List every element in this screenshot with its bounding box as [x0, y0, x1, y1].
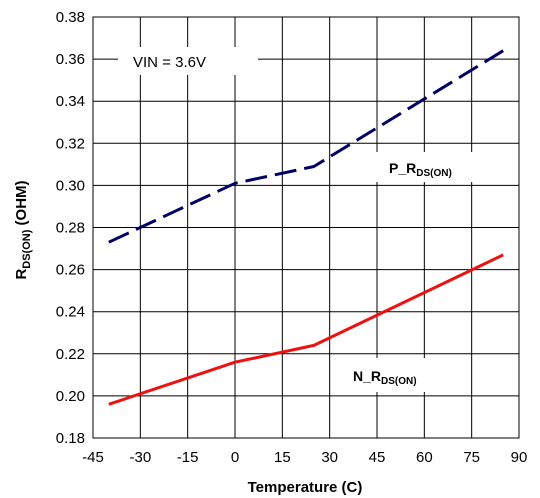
y-tick-label: 0.28: [56, 220, 85, 237]
vin-annotation-text: VIN = 3.6V: [133, 54, 206, 71]
x-tick-label: 90: [511, 449, 528, 466]
y-tick-label: 0.18: [56, 430, 85, 447]
x-tick-label: 60: [416, 449, 433, 466]
x-tick-label: -45: [82, 449, 104, 466]
x-tick-label: -15: [177, 449, 199, 466]
x-tick-label: -30: [129, 449, 151, 466]
y-tick-label: 0.26: [56, 262, 85, 279]
n-series-label-sub: DS(ON): [381, 376, 417, 387]
plot-frame: [92, 16, 520, 439]
p-series-label-main: P_R: [389, 160, 416, 176]
y-tick-label: 0.32: [56, 135, 85, 152]
p-rdson-series-line: [108, 49, 504, 244]
x-tick-label: 15: [274, 449, 291, 466]
x-tick-labels: -45 -30 -15 0 15 30 45 60 75 90: [82, 449, 527, 466]
n-series-label: N_RDS(ON): [353, 368, 417, 387]
x-tick-label: 75: [463, 449, 480, 466]
y-tick-label: 0.34: [56, 93, 85, 110]
y-tick-label: 0.22: [56, 346, 85, 363]
n-rdson-series-line: [108, 253, 504, 406]
p-series-label: P_RDS(ON): [389, 160, 452, 179]
p-series-label-group: P_RDS(ON): [376, 152, 494, 182]
y-tick-label: 0.36: [56, 51, 85, 68]
p-series-label-sub: DS(ON): [416, 168, 452, 179]
n-series-label-group: N_RDS(ON): [342, 358, 456, 392]
series-lines: [108, 49, 504, 406]
x-tick-label: 45: [369, 449, 386, 466]
x-axis-title: Temperature (C): [248, 479, 363, 496]
y-axis-title: RDS(ON) (OHM): [13, 180, 33, 279]
y-axis-title-unit: (OHM): [13, 180, 30, 229]
y-axis-title-sub: DS(ON): [21, 229, 33, 268]
y-tick-label: 0.20: [56, 388, 85, 405]
y-tick-label: 0.24: [56, 304, 85, 321]
y-tick-labels: 0.18 0.20 0.22 0.24 0.26 0.28 0.30 0.32 0.34 0.36…: [56, 9, 85, 447]
x-tick-label: 30: [321, 449, 338, 466]
n-series-label-main: N_R: [353, 368, 381, 384]
vin-annotation: VIN = 3.6V: [118, 47, 258, 75]
y-tick-label: 0.38: [56, 9, 85, 26]
x-tick-label: 0: [231, 449, 239, 466]
y-tick-label: 0.30: [56, 177, 85, 194]
y-axis-title-main: R: [13, 269, 30, 280]
